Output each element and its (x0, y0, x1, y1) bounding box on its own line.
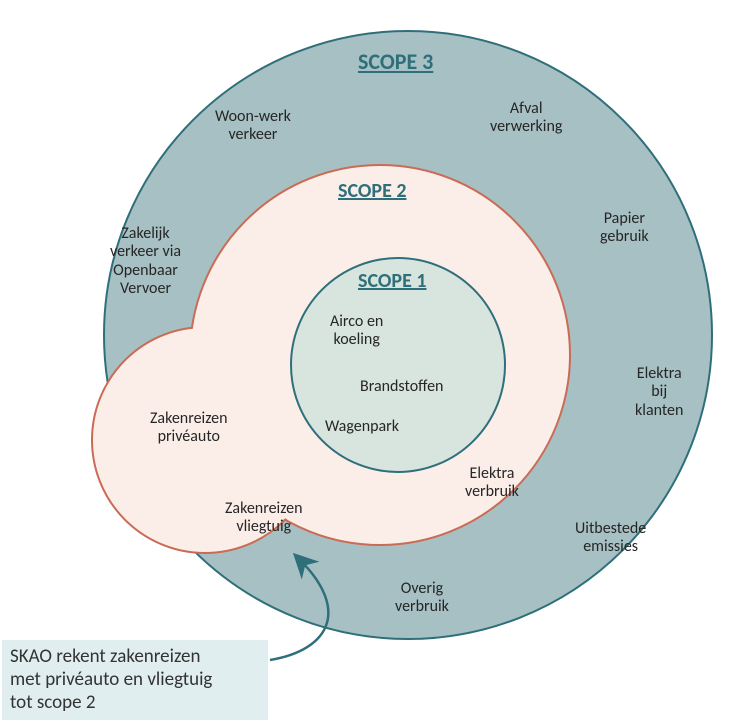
note-arrow (0, 0, 748, 720)
footnote-text: SKAO rekent zakenreizenmet privéauto en … (10, 645, 212, 714)
diagram-stage: SCOPE 3 SCOPE 2 SCOPE 1 Woon-werkverkeer… (0, 0, 748, 720)
footnote-box: SKAO rekent zakenreizenmet privéauto en … (2, 640, 268, 720)
